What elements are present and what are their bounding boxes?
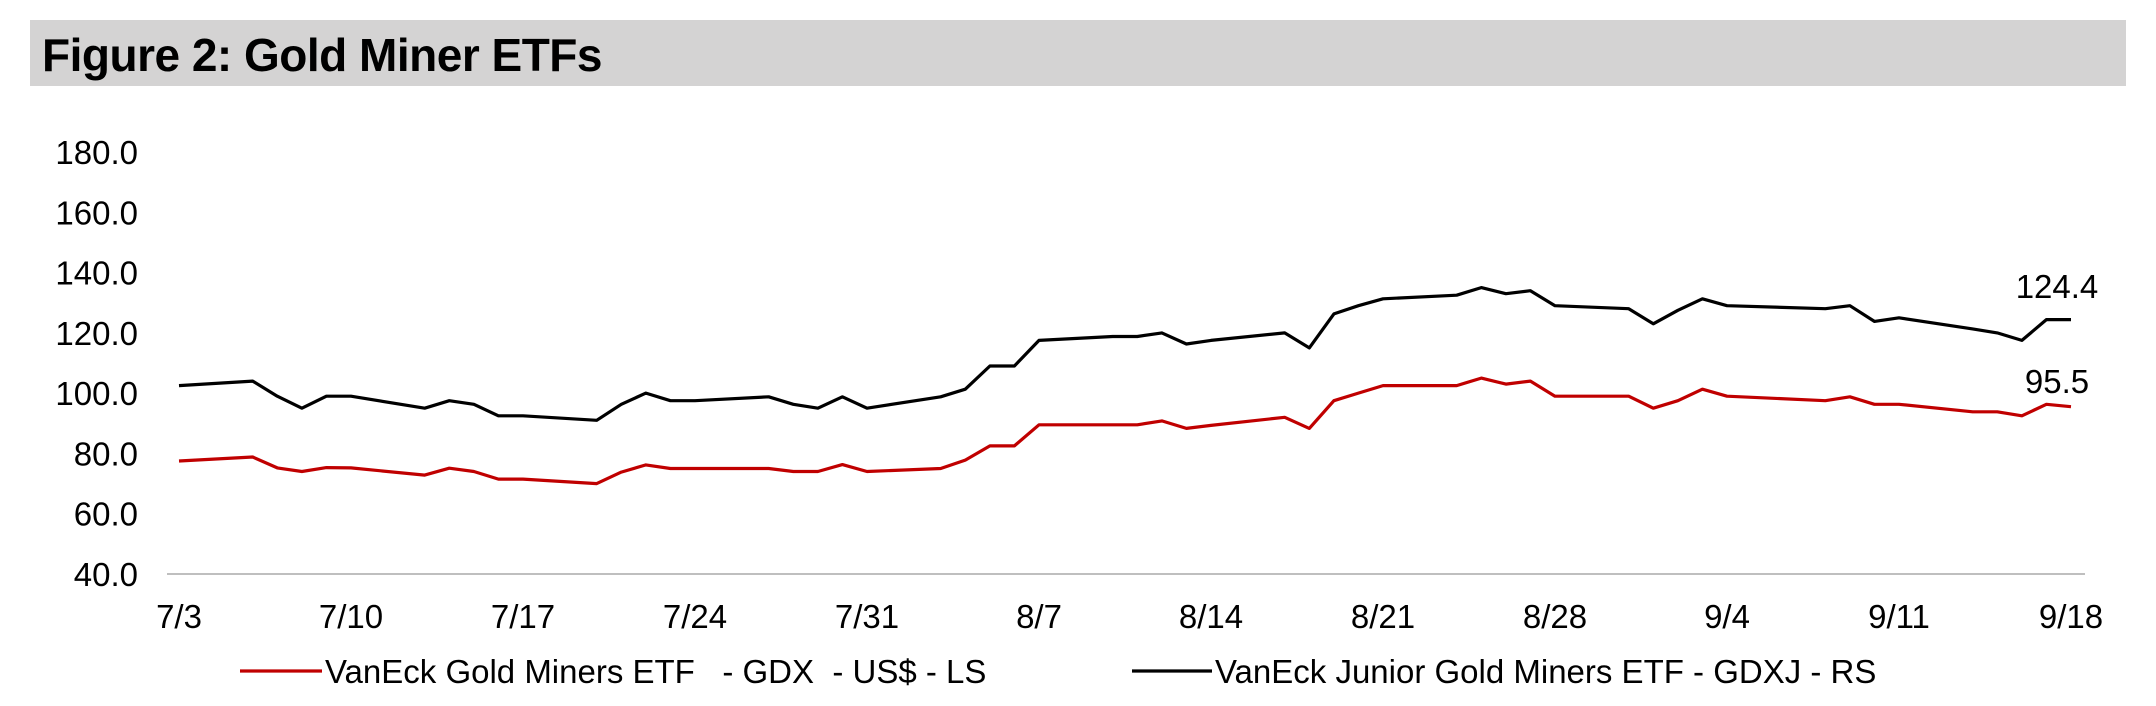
legend-label: VanEck Gold Miners ETF - GDX - US$ - LS bbox=[325, 653, 986, 690]
x-tick-label: 9/18 bbox=[2039, 598, 2103, 635]
x-tick-label: 7/3 bbox=[156, 598, 202, 635]
y-tick-label: 60.0 bbox=[74, 496, 138, 533]
x-tick-label: 7/10 bbox=[319, 598, 383, 635]
x-tick-label: 8/7 bbox=[1016, 598, 1062, 635]
end-labels: 124.4 95.5 bbox=[2016, 268, 2099, 400]
y-tick-label: 140.0 bbox=[55, 255, 138, 292]
series-line-1 bbox=[178, 286, 2071, 422]
x-tick-label: 8/14 bbox=[1179, 598, 1243, 635]
series-line-0 bbox=[178, 376, 2072, 486]
y-tick-label: 100.0 bbox=[55, 375, 138, 412]
y-tick-label: 160.0 bbox=[55, 194, 138, 231]
chart-title: Figure 2: Gold Miner ETFs bbox=[42, 29, 602, 81]
x-tick-label: 8/21 bbox=[1351, 598, 1415, 635]
x-tick-label: 7/24 bbox=[663, 598, 727, 635]
title-bar: Figure 2: Gold Miner ETFs bbox=[30, 20, 2126, 86]
y-tick-label: 180.0 bbox=[55, 134, 138, 171]
y-tick-label: 120.0 bbox=[55, 315, 138, 352]
y-axis-ticks: 40.0 60.0 80.0 100.0 120.0 140.0 160.0 180.0 bbox=[55, 134, 138, 593]
x-tick-label: 9/4 bbox=[1704, 598, 1750, 635]
y-tick-label: 80.0 bbox=[74, 435, 138, 472]
legend-label: VanEck Junior Gold Miners ETF - GDXJ - R… bbox=[1215, 653, 1876, 690]
end-label-gdx: 95.5 bbox=[2025, 363, 2089, 400]
y-tick-label: 40.0 bbox=[74, 556, 138, 593]
x-tick-label: 8/28 bbox=[1523, 598, 1587, 635]
series-lines bbox=[178, 286, 2072, 486]
legend: VanEck Gold Miners ETF - GDX - US$ - LS V… bbox=[240, 653, 1876, 690]
x-tick-label: 9/11 bbox=[1868, 598, 1930, 635]
x-axis-ticks: 7/3 7/10 7/17 7/24 7/31 8/7 8/14 8/21 8/28 9/4 9/1… bbox=[156, 598, 2103, 635]
x-tick-label: 7/17 bbox=[491, 598, 555, 635]
end-label-gdxj: 124.4 bbox=[2016, 268, 2099, 305]
x-tick-label: 7/31 bbox=[835, 598, 899, 635]
